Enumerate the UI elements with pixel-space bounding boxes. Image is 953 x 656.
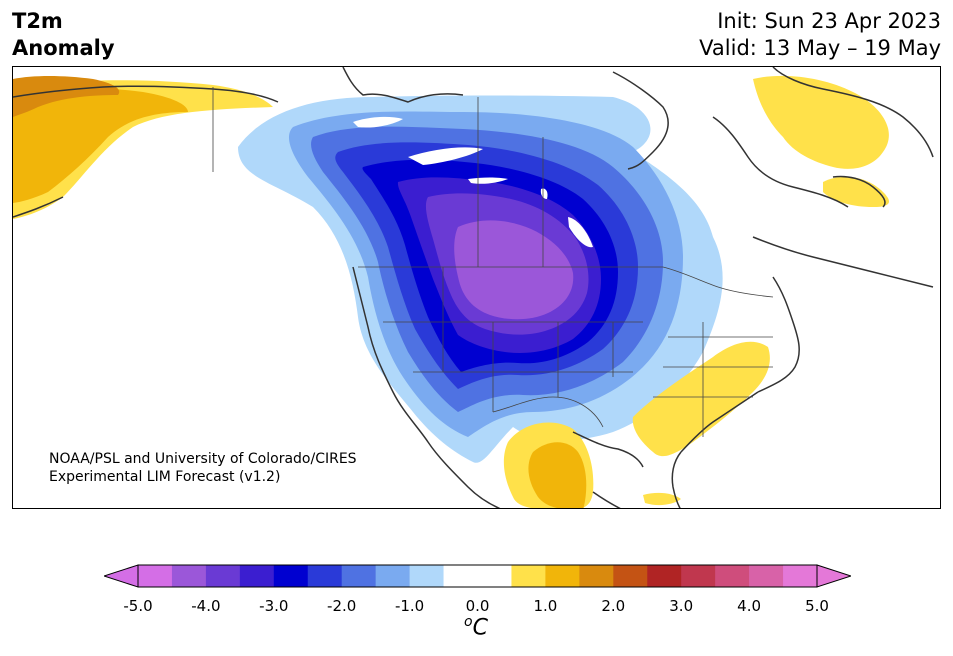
colorbar-segment [681,565,716,587]
colorbar-segment [273,565,309,587]
map-title: T2m Anomaly [12,8,115,62]
anomaly-map [12,66,941,509]
warm-labrador [823,176,889,207]
colorbar-segment [715,565,750,587]
colorbar-segment [443,565,478,587]
colorbar-segment [138,565,173,587]
colorbar [104,564,851,588]
unit-label: oC [464,614,488,640]
credit-text: NOAA/PSL and University of Colorado/CIRE… [49,450,357,486]
colorbar-tick-label: 1.0 [533,597,558,615]
lake [568,217,593,248]
unit-letter: C [472,615,488,641]
colorbar-tick-label: -1.0 [394,597,425,615]
lake [408,147,483,165]
colorbar-tick-label: -4.0 [191,597,221,615]
colorbar-segment [375,565,411,587]
colorbar-tick-label: 2.0 [601,597,626,615]
political-borders [212,87,774,437]
colorbar-segment [171,565,207,587]
colorbar-segment [205,565,241,587]
colorbar-border [137,564,818,588]
map-canvas [13,67,934,508]
warm-greenland [753,75,889,169]
coastlines [13,67,934,508]
warm-mexico-inner [528,442,587,508]
credit-line-2: Experimental LIM Forecast (v1.2) [49,469,281,485]
lake [353,116,403,128]
title-variable: T2m [12,9,63,33]
cold-band-8 [454,220,574,320]
colorbar-tick-label: 0.0 [465,597,490,615]
colorbar-tick-label: 5.0 [805,597,829,615]
colorbar-segment [477,565,512,587]
colorbar-segment [545,565,580,587]
unit-degree: o [464,614,473,630]
warm-pacific-inner [13,76,120,117]
colorbar-tick-label: -2.0 [327,597,357,615]
colorbar-segment [307,565,343,587]
colorbar-segment [579,565,614,587]
valid-period: Valid: 13 May – 19 May [699,36,941,60]
colorbar-segment [409,565,445,587]
credit-line-1: NOAA/PSL and University of Colorado/CIRE… [49,451,357,467]
colorbar-segment [783,565,818,587]
colorbar-segment [239,565,275,587]
colorbar-segment [511,565,546,587]
warm-southeast [632,341,770,457]
colorbar-segment [341,565,377,587]
warm-pacific-mid [13,88,188,203]
init-date: Init: Sun 23 Apr 2023 [717,9,941,33]
colorbar-segment [647,565,682,587]
forecast-dates: Init: Sun 23 Apr 2023 Valid: 13 May – 19… [699,8,941,62]
colorbar-tick-label: -5.0 [123,597,153,615]
title-kind: Anomaly [12,36,115,60]
colorbar-segment [613,565,648,587]
colorbar-tick-label: 3.0 [669,597,694,615]
warm-cuba [643,492,681,506]
colorbar-under-arrow [104,564,139,588]
lake [540,188,548,199]
colorbar-over-arrow [816,564,851,588]
colorbar-segment [749,565,784,587]
colorbar-tick-label: 4.0 [737,597,762,615]
colorbar-tick-label: -3.0 [259,597,289,615]
